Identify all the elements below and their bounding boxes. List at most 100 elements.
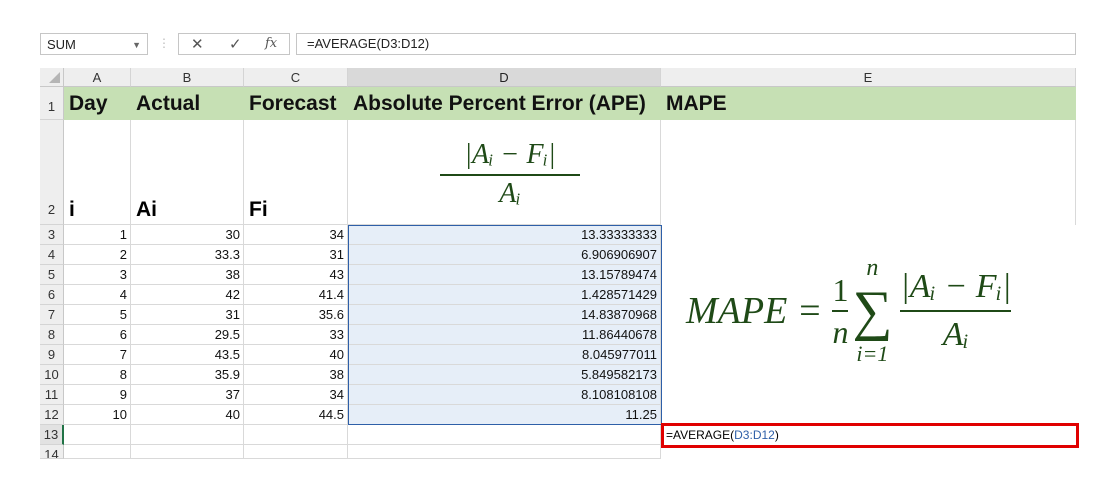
- column-header-c[interactable]: C: [244, 68, 348, 87]
- ape-numerator: |Aᵢ − Fᵢ|: [464, 139, 556, 170]
- cell-b8[interactable]: 29.5: [131, 325, 244, 345]
- cell-c4[interactable]: 31: [244, 245, 348, 265]
- cell-b13[interactable]: [131, 425, 244, 445]
- cell-a3[interactable]: 1: [64, 225, 131, 245]
- row-header-1[interactable]: 1: [40, 87, 64, 120]
- name-box[interactable]: SUM ▼: [40, 33, 148, 55]
- mape-lhs: MAPE =: [686, 289, 823, 332]
- sum-lower: i=1: [856, 340, 889, 366]
- cell-b14[interactable]: [131, 445, 244, 459]
- row-header-5[interactable]: 5: [40, 265, 64, 285]
- cell-b10[interactable]: 35.9: [131, 365, 244, 385]
- cell-d10[interactable]: 5.849582173: [348, 365, 661, 385]
- mape-n: n: [832, 313, 849, 350]
- cell-c10[interactable]: 38: [244, 365, 348, 385]
- cell-b9[interactable]: 43.5: [131, 345, 244, 365]
- cell-b6[interactable]: 42: [131, 285, 244, 305]
- row-header-3[interactable]: 3: [40, 225, 64, 245]
- cell-a14[interactable]: [64, 445, 131, 459]
- cell-a12[interactable]: 10: [64, 405, 131, 425]
- cell-b3[interactable]: 30: [131, 225, 244, 245]
- formula-bar: [40, 32, 1076, 58]
- sigma-icon: ∑: [852, 279, 893, 342]
- formula-text-end: ): [774, 428, 779, 442]
- cell-a1[interactable]: Day: [64, 87, 131, 120]
- mape-formula-image: MAPE = 1 n n ∑ i=1 |Aᵢ − Fᵢ| Aᵢ: [686, 228, 1071, 393]
- cell-c3[interactable]: 34: [244, 225, 348, 245]
- cell-a10[interactable]: 8: [64, 365, 131, 385]
- column-header-a[interactable]: A: [64, 68, 131, 87]
- fx-icon[interactable]: fx: [265, 36, 278, 51]
- cell-a8[interactable]: 6: [64, 325, 131, 345]
- cell-d5[interactable]: 13.15789474: [348, 265, 661, 285]
- cell-c7[interactable]: 35.6: [244, 305, 348, 325]
- row-header-11[interactable]: 11: [40, 385, 64, 405]
- sum-upper: n: [866, 254, 879, 281]
- active-cell-e13[interactable]: =AVERAGE(D3:D12): [661, 423, 1079, 448]
- cell-c12[interactable]: 44.5: [244, 405, 348, 425]
- cell-b5[interactable]: 38: [131, 265, 244, 285]
- row-header-7[interactable]: 7: [40, 305, 64, 325]
- cell-c13[interactable]: [244, 425, 348, 445]
- name-box-value: SUM: [47, 37, 76, 52]
- cell-c1[interactable]: Forecast: [244, 87, 348, 120]
- enter-icon[interactable]: ✓: [229, 36, 242, 53]
- cell-d3[interactable]: 13.33333333: [348, 225, 661, 245]
- cell-c11[interactable]: 34: [244, 385, 348, 405]
- row-header-9[interactable]: 9: [40, 345, 64, 365]
- row-header-13[interactable]: 13: [40, 425, 64, 445]
- column-header-d[interactable]: D: [348, 68, 661, 87]
- cell-b11[interactable]: 37: [131, 385, 244, 405]
- cell-a2[interactable]: i: [64, 120, 131, 225]
- cell-b12[interactable]: 40: [131, 405, 244, 425]
- cell-a13[interactable]: [64, 425, 131, 445]
- cell-a5[interactable]: 3: [64, 265, 131, 285]
- cell-a7[interactable]: 5: [64, 305, 131, 325]
- cancel-icon[interactable]: ✕: [191, 36, 204, 53]
- cell-c6[interactable]: 41.4: [244, 285, 348, 305]
- row-header-12[interactable]: 12: [40, 405, 64, 425]
- cell-c9[interactable]: 40: [244, 345, 348, 365]
- row-header-8[interactable]: 8: [40, 325, 64, 345]
- column-header-b[interactable]: B: [131, 68, 244, 87]
- cell-b2-text: Ai: [136, 198, 157, 221]
- cell-e1[interactable]: MAPE: [661, 87, 1076, 120]
- cell-a4[interactable]: 2: [64, 245, 131, 265]
- cell-d11[interactable]: 8.108108108: [348, 385, 661, 405]
- cell-c14[interactable]: [244, 445, 348, 459]
- formula-buttons: ✕ ✓ fx: [178, 33, 290, 55]
- cell-a6[interactable]: 4: [64, 285, 131, 305]
- row-header-2[interactable]: 2: [40, 120, 64, 225]
- cell-d1[interactable]: Absolute Percent Error (APE): [348, 87, 661, 120]
- drag-handle-icon[interactable]: ⋮: [158, 36, 170, 50]
- cell-c2[interactable]: Fi: [244, 120, 348, 225]
- select-all-button[interactable]: [40, 68, 64, 87]
- cell-c5[interactable]: 43: [244, 265, 348, 285]
- cell-a9[interactable]: 7: [64, 345, 131, 365]
- formula-input[interactable]: =AVERAGE(D3:D12): [296, 33, 1076, 55]
- cell-b2[interactable]: Ai: [131, 120, 244, 225]
- cell-b1[interactable]: Actual: [131, 87, 244, 120]
- row-header-10[interactable]: 10: [40, 365, 64, 385]
- cell-d2[interactable]: [348, 120, 661, 225]
- cell-d4[interactable]: 6.906906907: [348, 245, 661, 265]
- cell-c8[interactable]: 33: [244, 325, 348, 345]
- mape-numerator: |Aᵢ − Fᵢ|: [900, 267, 1012, 305]
- row-header-14[interactable]: 14: [40, 445, 64, 459]
- cell-a11[interactable]: 9: [64, 385, 131, 405]
- formula-text: =AVERAGE(: [666, 428, 735, 442]
- row-header-4[interactable]: 4: [40, 245, 64, 265]
- cell-b7[interactable]: 31: [131, 305, 244, 325]
- cell-d6[interactable]: 1.428571429: [348, 285, 661, 305]
- cell-d8[interactable]: 11.86440678: [348, 325, 661, 345]
- cell-d13[interactable]: [348, 425, 661, 445]
- cell-d7[interactable]: 14.83870968: [348, 305, 661, 325]
- row-header-6[interactable]: 6: [40, 285, 64, 305]
- cell-d14[interactable]: [348, 445, 661, 459]
- cell-d9[interactable]: 8.045977011: [348, 345, 661, 365]
- chevron-down-icon[interactable]: ▼: [132, 40, 141, 50]
- cell-b4[interactable]: 33.3: [131, 245, 244, 265]
- ape-denominator: Aᵢ: [499, 178, 521, 209]
- column-header-e[interactable]: E: [661, 68, 1076, 87]
- cell-e2[interactable]: [661, 120, 1076, 225]
